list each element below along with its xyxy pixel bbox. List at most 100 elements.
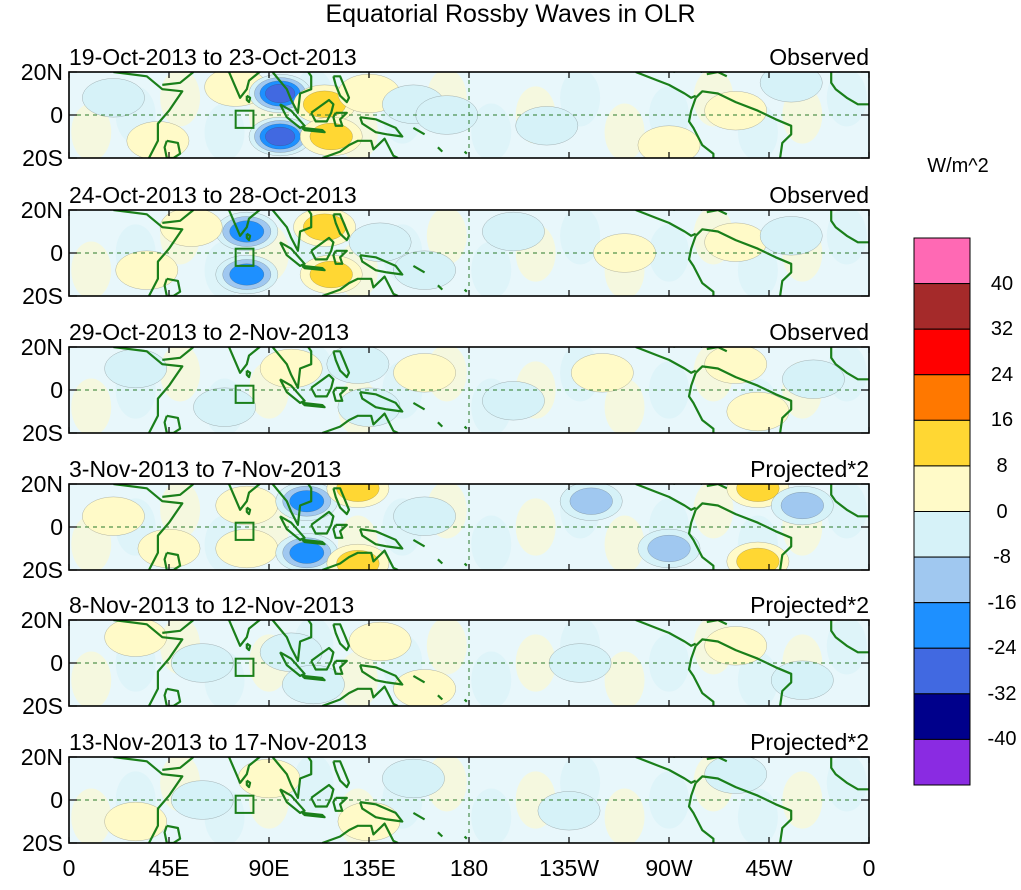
background-band bbox=[782, 771, 823, 829]
colorbar-swatch bbox=[913, 693, 971, 740]
x-tick-label: 0 bbox=[862, 855, 876, 881]
background-band bbox=[826, 620, 867, 675]
panel-3 bbox=[68, 346, 870, 434]
panel-status-label: Projected*2 bbox=[750, 729, 869, 755]
background-band bbox=[826, 210, 867, 265]
anomaly-contour bbox=[770, 660, 834, 700]
y-tick-label: 0 bbox=[50, 514, 63, 540]
anomaly-contour bbox=[104, 348, 168, 389]
anomaly-contour bbox=[104, 801, 168, 842]
background-band bbox=[604, 103, 645, 158]
background-band bbox=[560, 210, 601, 265]
background-band bbox=[471, 103, 512, 158]
coastline bbox=[321, 549, 399, 570]
anomaly-contour bbox=[726, 391, 790, 432]
coastline bbox=[163, 277, 182, 296]
background-band bbox=[471, 241, 512, 296]
coastline bbox=[437, 284, 444, 291]
panel-2 bbox=[68, 209, 870, 297]
coastline bbox=[463, 698, 468, 703]
coastline bbox=[332, 487, 351, 516]
y-tick-label: 20S bbox=[22, 557, 63, 583]
anomaly-contour bbox=[170, 780, 234, 820]
coastline bbox=[706, 484, 728, 490]
colorbar-swatch bbox=[913, 374, 971, 421]
coastline bbox=[163, 687, 182, 706]
y-tick-label: 20S bbox=[22, 145, 63, 171]
index-box bbox=[234, 657, 255, 677]
coastline bbox=[706, 620, 728, 626]
coastline bbox=[412, 401, 426, 411]
coastline bbox=[463, 425, 468, 430]
y-tick-label: 20N bbox=[20, 471, 63, 497]
panel-status-label: Projected*2 bbox=[750, 592, 869, 618]
coastline bbox=[332, 350, 351, 379]
coastline bbox=[706, 757, 728, 763]
colorbar-label: 40 bbox=[990, 272, 1014, 295]
colorbar-label: -24 bbox=[987, 637, 1017, 660]
coastline bbox=[359, 801, 404, 823]
y-tick-label: 0 bbox=[50, 377, 63, 403]
coastline bbox=[332, 111, 348, 127]
coastline bbox=[301, 674, 326, 682]
colorbar-swatch bbox=[913, 237, 971, 285]
panel-date-label: 19-Oct-2013 to 23-Oct-2013 bbox=[69, 44, 357, 70]
coastline bbox=[687, 97, 715, 158]
coastline bbox=[359, 116, 404, 138]
panel-status-label: Observed bbox=[769, 319, 869, 345]
background-band bbox=[826, 757, 867, 812]
coastline bbox=[412, 811, 426, 821]
coastline bbox=[245, 506, 252, 516]
colorbar-swatch bbox=[913, 328, 971, 376]
anomaly-contour bbox=[759, 72, 823, 103]
coastline bbox=[412, 674, 426, 684]
anomaly-contour bbox=[515, 106, 579, 146]
coastline bbox=[321, 685, 399, 706]
panel-status-label: Observed bbox=[769, 182, 869, 208]
x-tick-label: 0 bbox=[62, 855, 76, 881]
colorbar-unit: W/m^2 bbox=[927, 155, 989, 177]
y-tick-label: 20S bbox=[22, 420, 63, 446]
coastline bbox=[332, 760, 351, 789]
coastline bbox=[271, 347, 313, 389]
anomaly-contour bbox=[537, 791, 601, 831]
anomaly-contour bbox=[569, 487, 613, 515]
background-band bbox=[71, 103, 112, 158]
background-band bbox=[826, 484, 867, 539]
coastline bbox=[113, 210, 184, 296]
background-band bbox=[204, 103, 245, 158]
coastline bbox=[245, 94, 252, 104]
anomaly-contour bbox=[482, 381, 545, 421]
coastline bbox=[310, 236, 335, 261]
background-band bbox=[826, 72, 867, 127]
background-band bbox=[604, 515, 645, 570]
coastline bbox=[162, 347, 195, 361]
coastline bbox=[332, 659, 348, 675]
panel-1 bbox=[68, 71, 870, 159]
x-tick-label: 90E bbox=[248, 855, 290, 881]
y-tick-label: 20S bbox=[22, 693, 63, 719]
anomaly-contour bbox=[570, 353, 634, 393]
y-tick-label: 20N bbox=[20, 59, 63, 85]
colorbar-label: 8 bbox=[996, 454, 1008, 477]
coastline bbox=[635, 757, 697, 784]
coastline bbox=[437, 694, 444, 701]
background-band bbox=[71, 378, 112, 433]
anomaly-contour bbox=[265, 126, 296, 147]
anomaly-contour bbox=[336, 549, 380, 570]
colorbar-swatch bbox=[913, 283, 971, 330]
panel-status-label: Projected*2 bbox=[750, 456, 869, 482]
colorbar-swatch bbox=[913, 419, 971, 467]
coastline bbox=[301, 126, 326, 134]
coastline bbox=[412, 538, 426, 548]
coastline bbox=[332, 796, 348, 812]
coastline bbox=[332, 386, 348, 402]
background-band bbox=[71, 788, 112, 843]
coastline bbox=[310, 98, 335, 123]
anomaly-contour bbox=[647, 534, 691, 563]
y-tick-label: 20N bbox=[20, 744, 63, 770]
coastline bbox=[310, 510, 335, 535]
coastline bbox=[706, 72, 728, 78]
coastline bbox=[635, 620, 697, 647]
coastline bbox=[162, 484, 195, 498]
